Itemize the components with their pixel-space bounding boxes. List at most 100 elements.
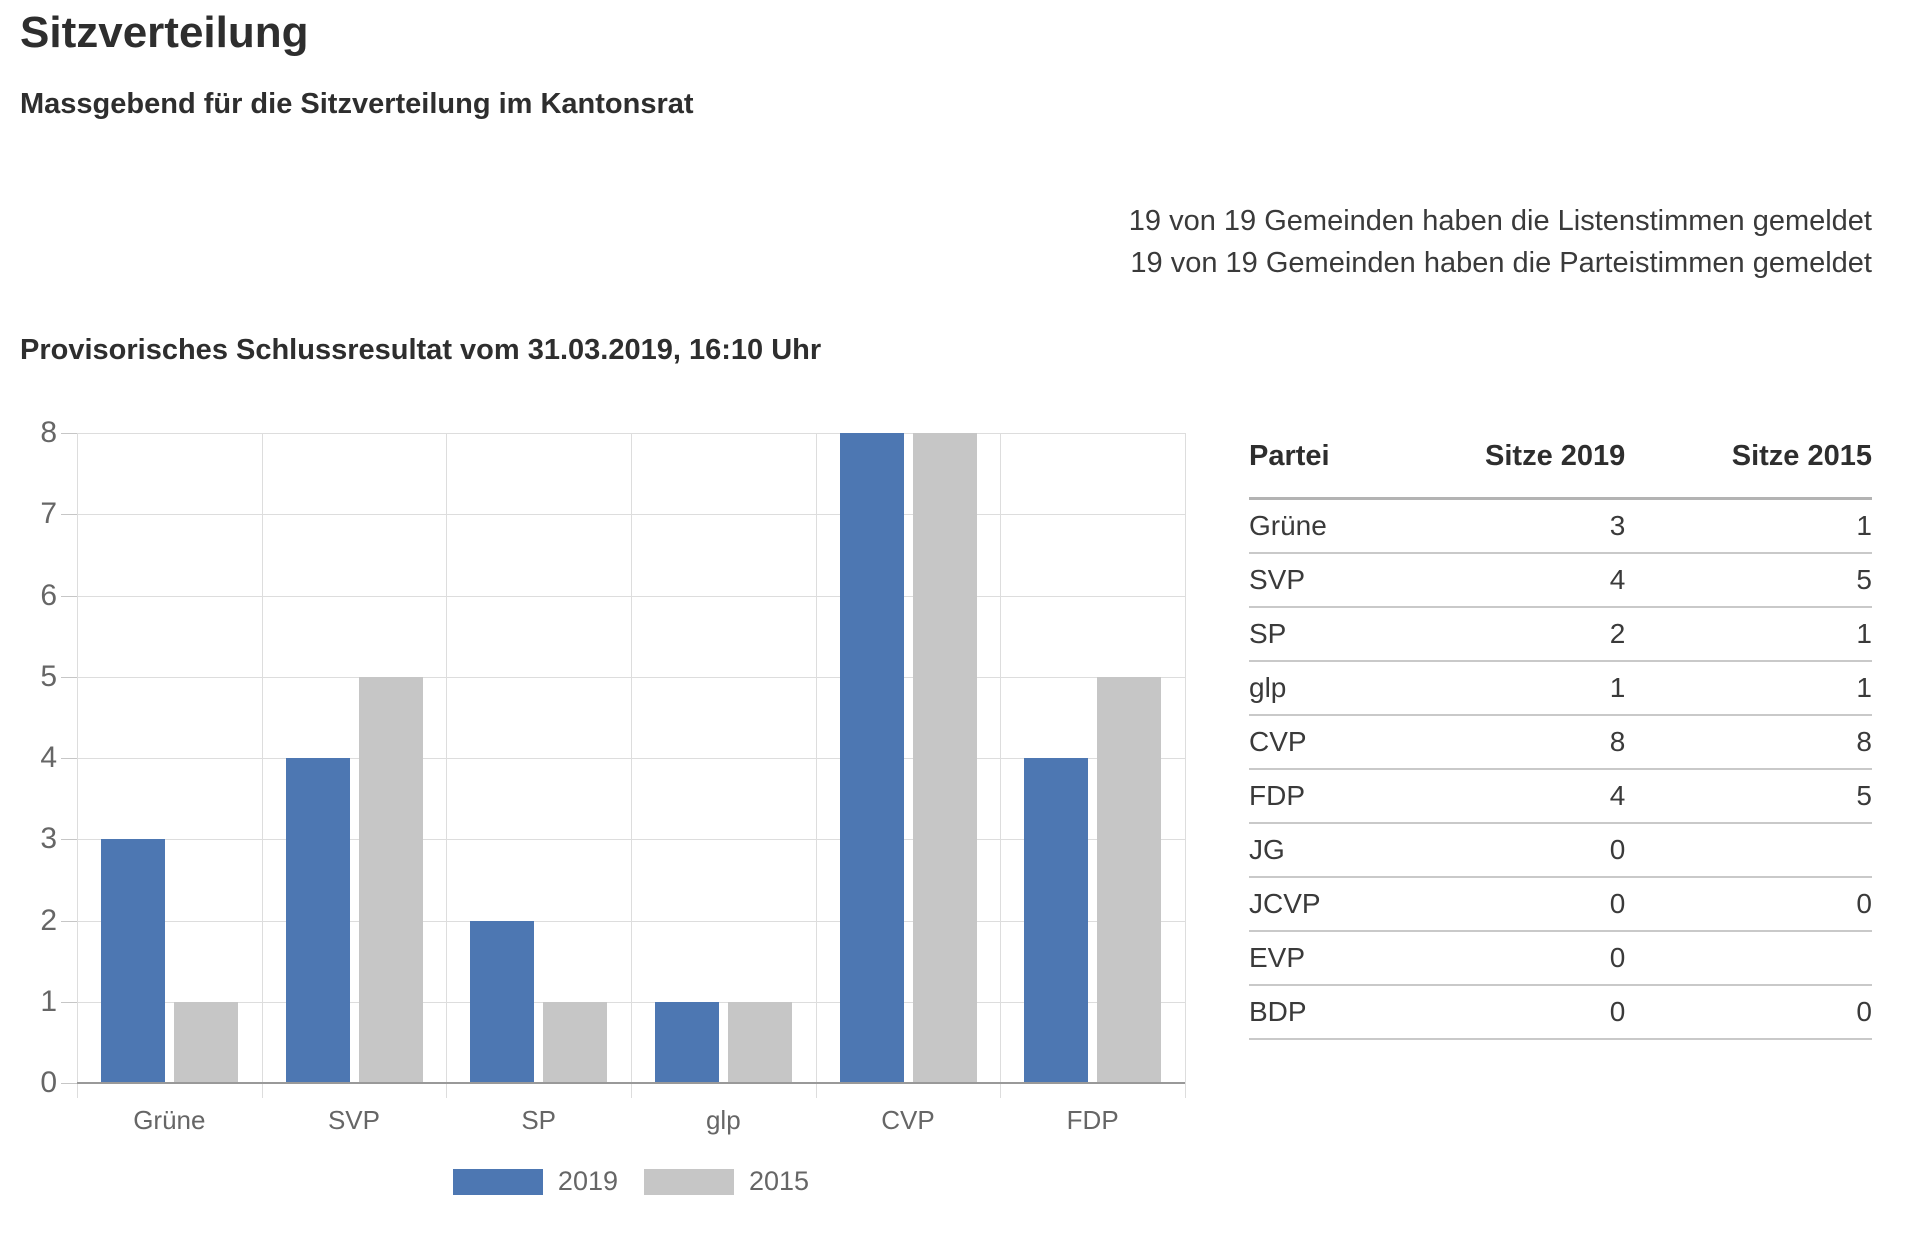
cell-partei: Grüne bbox=[1249, 498, 1405, 554]
reporting-status-listenstimmen: 19 von 19 Gemeinden haben die Listenstim… bbox=[1128, 205, 1872, 237]
table-row-JCVP: JCVP 0 0 bbox=[1249, 876, 1872, 932]
gridline-x-2 bbox=[446, 433, 448, 1098]
cell-sitze-2019: 3 bbox=[1404, 498, 1626, 554]
ytick-mark-4 bbox=[61, 758, 77, 759]
page-subtitle: Massgebend für die Sitzverteilung im Kan… bbox=[20, 88, 694, 120]
table-row-JG: JG 0 bbox=[1249, 822, 1872, 878]
seats-table: Partei Sitze 2019 Sitze 2015 Grüne 3 1 SVP 4… bbox=[1249, 432, 1872, 1040]
cell-sitze-2015: 1 bbox=[1625, 660, 1872, 716]
table-row-CVP: CVP 8 8 bbox=[1249, 714, 1872, 770]
ytick-mark-0 bbox=[61, 1083, 77, 1084]
gridline-x-0 bbox=[77, 433, 78, 1098]
cell-partei: EVP bbox=[1249, 930, 1405, 986]
table-row-BDP: BDP 0 0 bbox=[1249, 984, 1872, 1040]
gridline-y-0 bbox=[77, 1082, 1185, 1084]
cell-partei: glp bbox=[1249, 660, 1405, 716]
bar-2015-FDP bbox=[1097, 676, 1162, 1083]
legend-swatch-2015 bbox=[644, 1168, 734, 1195]
cell-sitze-2019: 1 bbox=[1404, 660, 1626, 716]
ytick-mark-2 bbox=[61, 920, 77, 922]
ytick-mark-1 bbox=[61, 1001, 77, 1003]
cell-sitze-2015: 1 bbox=[1625, 498, 1872, 554]
bar-2019-glp bbox=[654, 1001, 719, 1083]
legend-swatch-2019 bbox=[452, 1168, 543, 1195]
ytick-label-1: 1 bbox=[40, 984, 57, 1018]
cell-partei: BDP bbox=[1249, 984, 1405, 1040]
column-header-sitze-2019: Sitze 2019 bbox=[1404, 432, 1626, 500]
table-row-glp: glp 1 1 bbox=[1249, 660, 1872, 716]
gridline-x-1 bbox=[261, 433, 263, 1098]
legend-item-2015: 2015 bbox=[644, 1166, 809, 1197]
ytick-label-3: 3 bbox=[40, 822, 57, 856]
cell-sitze-2019: 8 bbox=[1404, 714, 1626, 770]
seats-table-header: Partei Sitze 2019 Sitze 2015 bbox=[1249, 432, 1872, 500]
cell-partei: FDP bbox=[1249, 768, 1405, 824]
bar-2019-SP bbox=[470, 920, 535, 1083]
cell-partei: JCVP bbox=[1249, 876, 1405, 932]
ytick-label-0: 0 bbox=[40, 1066, 57, 1099]
gridline-x-5 bbox=[1000, 433, 1002, 1098]
legend-item-2019: 2019 bbox=[452, 1166, 618, 1197]
bar-2015-Grüne bbox=[173, 1001, 238, 1083]
bar-2019-Grüne bbox=[100, 839, 165, 1083]
bar-2019-SVP bbox=[285, 758, 350, 1083]
xtick-label-FDP: FDP bbox=[1066, 1105, 1119, 1135]
chart-legend: 2019 2015 bbox=[77, 1166, 1185, 1197]
bar-2015-SP bbox=[543, 1001, 608, 1083]
xtick-label-SVP: SVP bbox=[327, 1105, 380, 1135]
bar-2019-FDP bbox=[1024, 758, 1089, 1083]
cell-sitze-2015: 5 bbox=[1625, 552, 1872, 608]
cell-sitze-2015 bbox=[1625, 930, 1872, 986]
cell-sitze-2015: 0 bbox=[1625, 876, 1872, 932]
page-title: Sitzverteilung bbox=[20, 8, 309, 57]
ytick-mark-8 bbox=[61, 433, 77, 434]
table-row-Grüne: Grüne 3 1 bbox=[1249, 498, 1872, 554]
cell-partei: JG bbox=[1249, 822, 1405, 878]
ytick-label-5: 5 bbox=[40, 659, 57, 693]
bar-2019-CVP bbox=[839, 433, 904, 1083]
column-header-partei: Partei bbox=[1249, 432, 1405, 500]
cell-partei: SP bbox=[1249, 606, 1405, 662]
cell-sitze-2019: 0 bbox=[1404, 876, 1626, 932]
ytick-label-4: 4 bbox=[40, 741, 57, 774]
ytick-label-8: 8 bbox=[40, 416, 57, 449]
cell-sitze-2019: 0 bbox=[1404, 822, 1626, 878]
cell-sitze-2015: 8 bbox=[1625, 714, 1872, 770]
ytick-mark-7 bbox=[61, 514, 77, 516]
cell-partei: CVP bbox=[1249, 714, 1405, 770]
ytick-label-7: 7 bbox=[40, 497, 57, 531]
bar-2015-SVP bbox=[358, 676, 423, 1083]
table-row-SP: SP 2 1 bbox=[1249, 606, 1872, 662]
table-row-EVP: EVP 0 bbox=[1249, 930, 1872, 986]
ytick-label-6: 6 bbox=[40, 578, 57, 612]
gridline-x-3 bbox=[631, 433, 632, 1098]
cell-sitze-2019: 0 bbox=[1404, 930, 1626, 986]
result-timestamp: Provisorisches Schlussresultat vom 31.03… bbox=[20, 334, 822, 366]
legend-label-2015: 2015 bbox=[749, 1166, 810, 1196]
cell-sitze-2015: 5 bbox=[1625, 768, 1872, 824]
cell-sitze-2019: 4 bbox=[1404, 552, 1626, 608]
cell-sitze-2019: 2 bbox=[1404, 606, 1626, 662]
ytick-mark-3 bbox=[61, 839, 77, 841]
table-row-FDP: FDP 4 5 bbox=[1249, 768, 1872, 824]
gridline-x-6 bbox=[1185, 433, 1186, 1098]
cell-sitze-2015 bbox=[1625, 822, 1872, 878]
cell-partei: SVP bbox=[1249, 552, 1405, 608]
xtick-label-CVP: CVP bbox=[881, 1105, 935, 1135]
seat-distribution-bar-chart: 0 1 2 3 4 5 6 7 8 Grüne SVP SP glp CVP FDP 2019 2015 bbox=[40, 418, 1186, 1196]
bar-2015-CVP bbox=[912, 433, 977, 1083]
gridline-x-4 bbox=[815, 433, 817, 1098]
ytick-label-2: 2 bbox=[40, 903, 57, 937]
ytick-mark-6 bbox=[61, 595, 77, 597]
seats-table-body: Grüne 3 1 SVP 4 5 SP 2 1 glp 1 1 CVP 8 8 FDP 4 5 JG 0 JCVP 0 0… bbox=[1249, 498, 1872, 1040]
cell-sitze-2019: 0 bbox=[1404, 984, 1626, 1040]
reporting-status: 19 von 19 Gemeinden haben die Listenstim… bbox=[1129, 200, 1872, 284]
ytick-mark-5 bbox=[61, 676, 77, 678]
cell-sitze-2015: 1 bbox=[1625, 606, 1872, 662]
column-header-sitze-2015: Sitze 2015 bbox=[1625, 432, 1872, 500]
xtick-label-Grüne: Grüne bbox=[133, 1105, 206, 1135]
bar-2015-glp bbox=[727, 1001, 792, 1083]
xtick-label-glp: glp bbox=[705, 1105, 741, 1135]
table-row-SVP: SVP 4 5 bbox=[1249, 552, 1872, 608]
